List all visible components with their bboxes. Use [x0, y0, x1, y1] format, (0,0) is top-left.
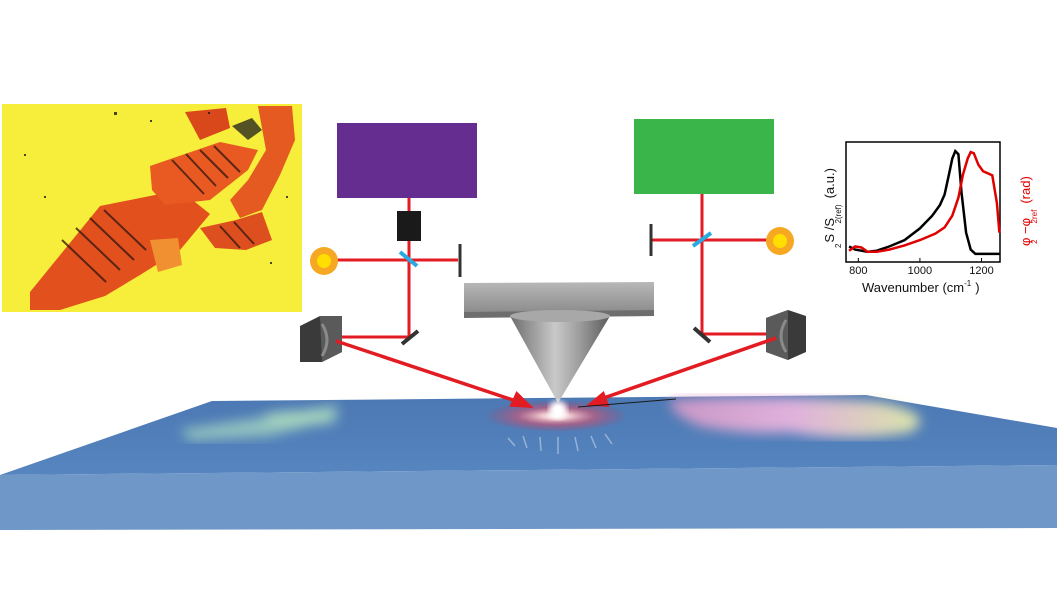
y-axis-right-label: φ −φ22ref(rad) — [1018, 176, 1039, 246]
tip-apex — [554, 406, 562, 414]
left-laser-box — [337, 123, 477, 198]
phase-series-line — [848, 150, 1001, 254]
left-detector-circle-icon — [310, 247, 338, 275]
right-beam-arrowhead — [586, 391, 610, 407]
sample-side-face — [0, 465, 1057, 530]
left-parabolic-mirror-icon — [300, 316, 342, 362]
x-tick-label: 1200 — [969, 265, 993, 277]
right-beam-path — [652, 194, 780, 336]
left-fold-mirror — [400, 329, 420, 346]
left-beam-path — [335, 198, 458, 339]
svg-text:S /S22(ref)(a.u.): S /S22(ref)(a.u.) — [822, 168, 843, 248]
right-detector-circle-icon — [766, 227, 794, 255]
sample-slab — [0, 395, 1057, 530]
plot-frame — [845, 141, 1001, 263]
right-laser-box — [634, 119, 774, 194]
x-tick-label: 1000 — [908, 265, 932, 277]
false-color-nano-image — [2, 104, 302, 312]
afm-tip-cone — [510, 316, 610, 403]
modulator-black-square-icon — [397, 211, 421, 241]
scatter-rays — [507, 433, 613, 454]
flake-edge-line — [577, 398, 677, 408]
right-beam-splitter — [691, 231, 713, 248]
y-axis-left-label: S /S22(ref)(a.u.) — [822, 168, 843, 248]
spectrum-chart: 800 1000 1200 Wavenumber (cm-1) S /S22(ref… — [822, 141, 1039, 295]
x-tick-label: 800 — [849, 265, 867, 277]
inset-dark-stripes — [61, 145, 255, 283]
sample-flake-right — [669, 397, 920, 438]
inset-flake-region — [30, 106, 295, 310]
afm-tip-base — [510, 310, 610, 322]
incident-beams — [335, 336, 777, 409]
svg-text:φ −φ22ref(rad): φ −φ22ref(rad) — [1018, 176, 1039, 246]
left-beam-splitter — [398, 250, 419, 268]
x-axis-ticks: 800 1000 1200 — [849, 258, 994, 277]
inset-speckles — [24, 112, 288, 264]
sample-flake-left — [180, 404, 340, 440]
x-axis-label: Wavenumber (cm-1) — [862, 279, 980, 295]
right-parabolic-mirror-icon — [766, 310, 806, 360]
right-fold-mirror — [692, 326, 712, 344]
left-beam-arrowhead — [509, 390, 534, 409]
